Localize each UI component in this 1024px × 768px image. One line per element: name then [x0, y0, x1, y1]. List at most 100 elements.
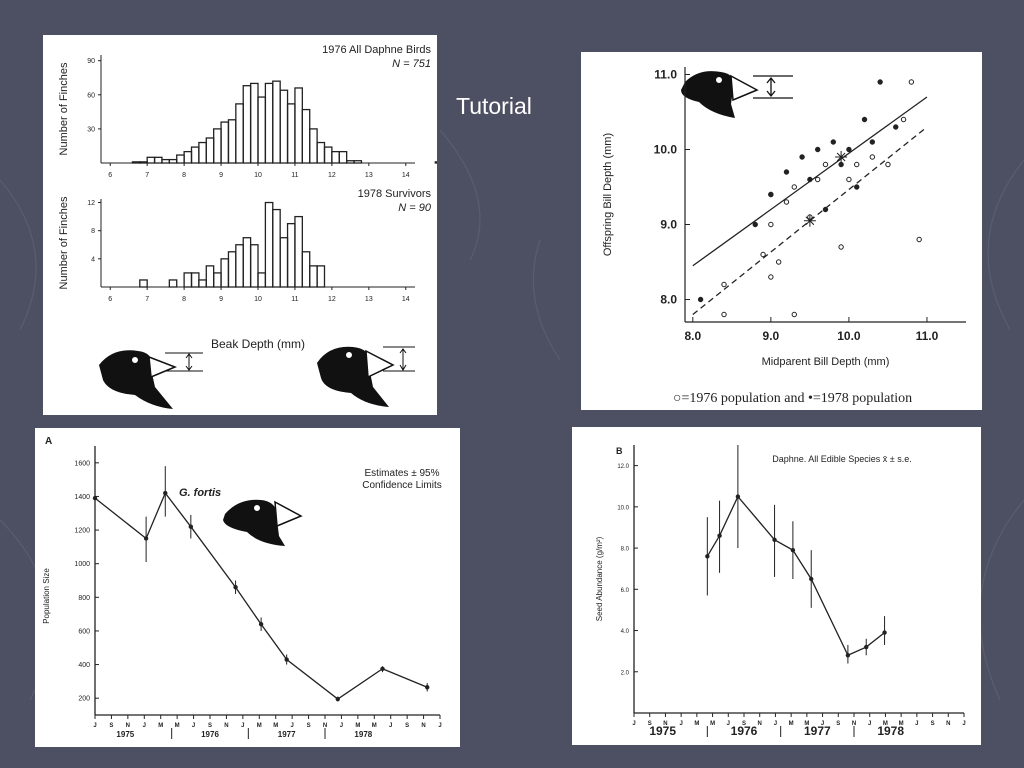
chart-title: Daphne. All Edible Species x̄ ± s.e. — [772, 454, 912, 464]
x-tick-label: 11 — [291, 172, 298, 179]
month-tick-label: J — [290, 723, 293, 729]
month-tick-label: J — [192, 723, 195, 729]
month-tick-label: N — [126, 723, 130, 729]
histogram-bar — [139, 161, 148, 164]
beak-depth-histograms: 30 60 90 6 7 8 9 10 11 12 13 14 1976 All Daphne Bird… — [58, 44, 437, 409]
histogram-1: 4 8 12 6 7 8 9 10 11 12 13 14 1978 Survivors N = 90 Nu… — [58, 188, 432, 351]
month-tick-label: J — [632, 721, 635, 727]
data-point — [335, 696, 340, 702]
point-1978 — [807, 176, 813, 183]
mean-marker — [803, 214, 816, 227]
month-tick-label: M — [158, 723, 163, 729]
slide-title: Tutorial — [456, 93, 532, 119]
data-point — [705, 554, 710, 559]
y-tick-label: 4.0 — [621, 629, 630, 635]
x-tick-label: 13 — [365, 296, 373, 303]
x-tick-label: 10.0 — [837, 329, 861, 343]
y-axis-label: Population Size — [42, 568, 51, 624]
x-tick-label: 7 — [145, 172, 149, 179]
y-tick-label: 8.0 — [660, 293, 677, 307]
point-1978 — [768, 191, 774, 198]
month-tick-label: N — [663, 721, 667, 727]
month-tick-label: S — [742, 721, 746, 727]
annotation-line-1: Estimates ± 95% — [365, 468, 440, 479]
species-label: G. fortis — [179, 487, 221, 499]
y-tick-label: 60 — [87, 92, 95, 99]
point-1976 — [791, 311, 797, 318]
month-tick-label: M — [789, 721, 794, 727]
y-tick-label: 12 — [87, 200, 95, 207]
year-label: 1975 — [649, 724, 676, 738]
month-tick-label: J — [389, 723, 392, 729]
month-tick-label: J — [727, 721, 730, 727]
heritability-scatter-panel: 8.0 9.0 10.0 11.0 8.0 9.0 10.0 11.0 Midparent Bi… — [581, 52, 982, 410]
x-tick-label: 10 — [254, 296, 262, 303]
y-tick-label: 2.0 — [621, 670, 630, 676]
x-tick-label: 7 — [145, 296, 149, 303]
panel-letter: A — [45, 436, 52, 447]
histogram-bar — [242, 85, 252, 164]
histogram-bar — [279, 89, 289, 164]
histogram-bar — [323, 146, 333, 164]
month-tick-label: S — [307, 723, 311, 729]
point-1978 — [869, 139, 876, 145]
month-tick-label: J — [143, 723, 146, 729]
point-1978 — [814, 146, 821, 153]
point-1976 — [838, 244, 844, 250]
histogram-bar — [249, 82, 259, 164]
month-tick-label: S — [931, 721, 935, 727]
histogram-bar — [139, 279, 148, 288]
month-tick-label: N — [946, 721, 950, 727]
data-point — [233, 585, 238, 590]
point-1976 — [721, 311, 727, 318]
y-tick-label: 8 — [91, 228, 95, 235]
y-tick-label: 1000 — [74, 561, 90, 568]
histogram-bar — [235, 103, 244, 164]
histogram-bar — [220, 258, 230, 288]
mean-marker — [835, 151, 848, 163]
data-point — [772, 537, 777, 543]
month-tick-label: M — [273, 723, 278, 729]
histogram-bar — [198, 279, 207, 288]
x-tick-label: 12 — [328, 172, 336, 179]
month-tick-label: S — [208, 723, 212, 729]
data-point — [790, 547, 796, 553]
legend-caption: ○=1976 population and •=1978 population — [673, 391, 912, 406]
point-1976 — [791, 184, 797, 190]
histogram-bar — [153, 156, 163, 164]
x-tick-label: 8 — [182, 172, 186, 179]
population-size-chart: 200 400 600 800 1000 1200 1400 1600 J S N J M M J S N J M M… — [42, 436, 442, 739]
y-axis-label: Number of Finches — [58, 62, 70, 155]
histogram-bar — [235, 244, 244, 288]
histogram-bar — [227, 119, 237, 164]
month-tick-label: M — [804, 721, 809, 727]
x-tick-label: 8 — [182, 296, 186, 303]
point-1978 — [861, 116, 868, 123]
histogram-bar — [131, 161, 141, 164]
histogram-bar — [264, 82, 274, 164]
year-label: 1975 — [116, 730, 134, 739]
seed-abundance-chart: 2.0 4.0 6.0 8.0 10.0 12.0 J S N J M M J S N J M M J S N J M M J S… — [595, 445, 966, 738]
y-axis-label: Seed Abundance (g/m²) — [595, 536, 604, 621]
point-1976 — [768, 221, 774, 228]
month-tick-label: J — [962, 721, 965, 727]
data-point — [425, 685, 430, 690]
y-tick-label: 12.0 — [617, 464, 629, 470]
y-tick-label: 6.0 — [621, 588, 630, 594]
month-tick-label: M — [175, 723, 180, 729]
point-1976 — [783, 199, 790, 205]
year-label: 1977 — [278, 730, 296, 739]
month-tick-label: J — [93, 723, 96, 729]
y-tick-label: 400 — [78, 662, 90, 669]
histogram-bar — [213, 272, 222, 288]
y-tick-label: 800 — [78, 595, 90, 602]
x-tick-label: 10 — [254, 172, 262, 179]
year-label: 1976 — [201, 730, 219, 739]
year-label: 1977 — [804, 724, 831, 738]
histogram-bar — [316, 141, 326, 164]
data-point — [92, 495, 98, 501]
month-tick-label: J — [241, 723, 244, 729]
point-1976 — [721, 281, 727, 288]
histogram-bar — [176, 154, 185, 164]
histogram-bar — [183, 272, 193, 288]
